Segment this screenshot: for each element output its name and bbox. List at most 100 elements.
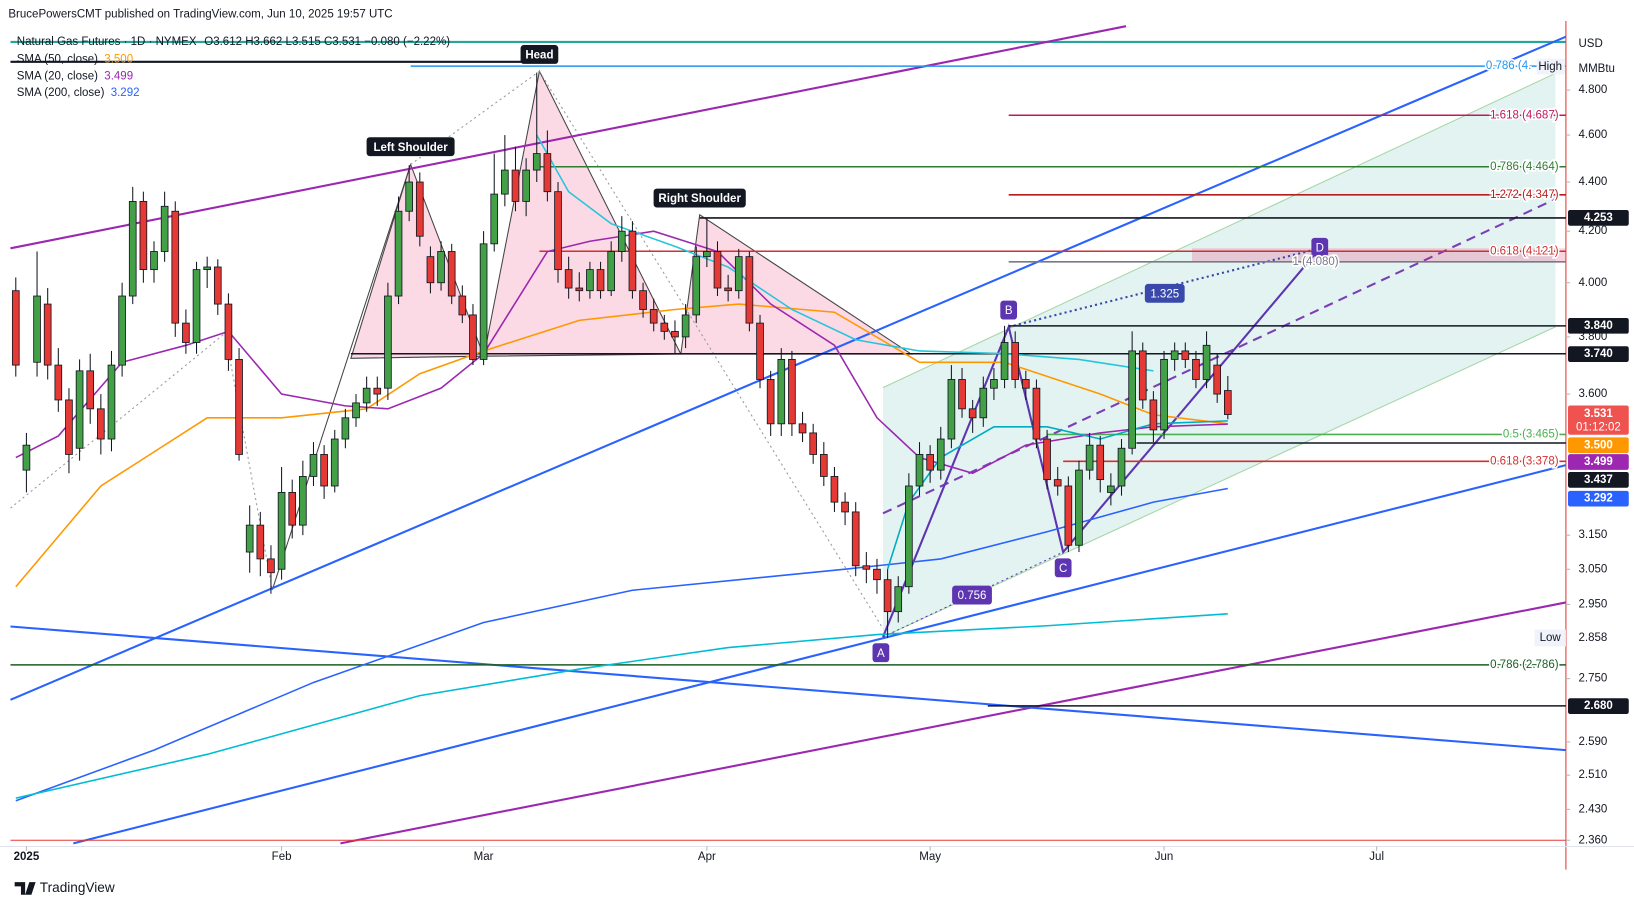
ratio-box <box>1144 283 1185 303</box>
currency: USD <box>1578 38 1602 50</box>
candle-body <box>1000 342 1009 380</box>
candle-body <box>564 269 573 289</box>
pattern-label: Right Shoulder <box>658 193 741 205</box>
candle-body <box>213 266 222 305</box>
candle-body <box>532 153 541 171</box>
candle-body <box>862 565 871 570</box>
plot <box>10 65 1566 802</box>
chart-title: Natural Gas Futures · 1D · NYMEX <box>17 36 197 48</box>
point-label: B <box>1005 305 1013 317</box>
candle-body <box>43 303 52 366</box>
candle-body <box>713 251 722 289</box>
legend-value: 3.292 <box>111 87 140 99</box>
candle-body <box>692 256 701 316</box>
candle-body <box>1160 358 1168 431</box>
legend-name: SMA (50, close) <box>17 54 98 66</box>
x-tick-label: May <box>919 851 941 863</box>
trend-line <box>10 25 1127 250</box>
candle-body <box>256 524 265 560</box>
price-box-label: 3.499 <box>1584 456 1613 468</box>
price-box <box>1568 490 1629 507</box>
footer: TradingView <box>40 880 115 895</box>
candle-body <box>1096 444 1105 481</box>
point-label: A <box>877 648 885 660</box>
price-box <box>1568 698 1629 714</box>
candle-body <box>22 444 31 471</box>
candle-body <box>447 251 456 297</box>
pattern-label: Head <box>525 50 553 62</box>
price-box-label: 3.840 <box>1584 320 1613 332</box>
candle-body <box>1085 444 1094 471</box>
level-label: 0.786 (4.464) <box>1490 161 1559 173</box>
candle-body <box>362 387 371 404</box>
candle-body <box>54 364 63 401</box>
level-label: 1 (4.080) <box>1293 256 1339 268</box>
ratio-label: 0.756 <box>958 590 987 602</box>
candle-body <box>299 476 307 526</box>
candle-body <box>267 558 275 574</box>
ma-line <box>886 420 1228 570</box>
logo <box>14 882 36 895</box>
candle-body <box>384 295 392 389</box>
candle-body <box>1202 344 1211 380</box>
pattern-label: Left Shoulder <box>373 142 448 154</box>
candle-body <box>543 153 552 193</box>
candle-body <box>75 370 84 449</box>
candle-body <box>894 586 903 613</box>
drawings <box>10 20 1567 870</box>
channel-fill <box>882 73 1556 637</box>
candle-body <box>490 193 499 245</box>
point-label: D <box>1316 242 1324 254</box>
y-tick-label: 4.800 <box>1578 84 1607 96</box>
candle-body <box>352 402 360 419</box>
candle-body <box>851 511 860 567</box>
ma-line <box>15 230 1228 475</box>
candle-body <box>394 210 403 297</box>
candle-body <box>1043 438 1051 481</box>
y-tick-label: 3.150 <box>1578 529 1607 541</box>
candle-body <box>182 322 190 343</box>
candle-body <box>649 309 658 324</box>
candle-body <box>33 295 41 363</box>
price-box <box>1568 405 1629 435</box>
level-label: 0.786 (4. <box>1486 60 1531 72</box>
candle-body <box>745 256 754 324</box>
y-tick-label: 2.510 <box>1578 769 1607 781</box>
candle-body <box>65 399 73 455</box>
x-tick-label: 2025 <box>14 851 40 863</box>
candle-body <box>1107 485 1115 493</box>
candle-body <box>415 181 424 237</box>
candle-body <box>426 256 435 284</box>
candle-body <box>1064 485 1073 546</box>
header: BrucePowersCMT published on TradingView.… <box>8 9 392 21</box>
ohlc: O3.612 H3.662 L3.515 C3.531 −0.080 (−2.2… <box>204 36 450 48</box>
candle-body <box>671 330 679 338</box>
candle-body <box>107 364 116 440</box>
x-tick-label: Mar <box>474 851 494 863</box>
candle-body <box>1011 342 1020 380</box>
channel-edge <box>882 326 1556 638</box>
y-tick-label: 3.600 <box>1578 388 1607 400</box>
price-box <box>1568 346 1629 362</box>
candle-body <box>118 295 126 366</box>
candle-body <box>873 568 881 581</box>
candle-body <box>990 379 998 389</box>
candle-body <box>469 314 477 360</box>
candle-body <box>766 379 775 425</box>
legend-entry: SMA (50, close) 3.500 <box>17 54 133 66</box>
y-tick-label: 4.200 <box>1578 225 1607 237</box>
candle-body <box>979 387 988 419</box>
candle-body <box>936 438 945 471</box>
candle-body <box>330 438 339 487</box>
low-box <box>1534 629 1566 647</box>
candle-body <box>554 191 562 271</box>
candle-body <box>734 256 743 292</box>
point-box <box>1311 237 1329 257</box>
candle-body <box>777 358 786 425</box>
x-tick-label: Feb <box>272 851 292 863</box>
candle-body <box>11 290 20 366</box>
candle-body <box>1128 350 1136 449</box>
candle-body <box>86 370 95 410</box>
candle-body <box>245 524 254 553</box>
